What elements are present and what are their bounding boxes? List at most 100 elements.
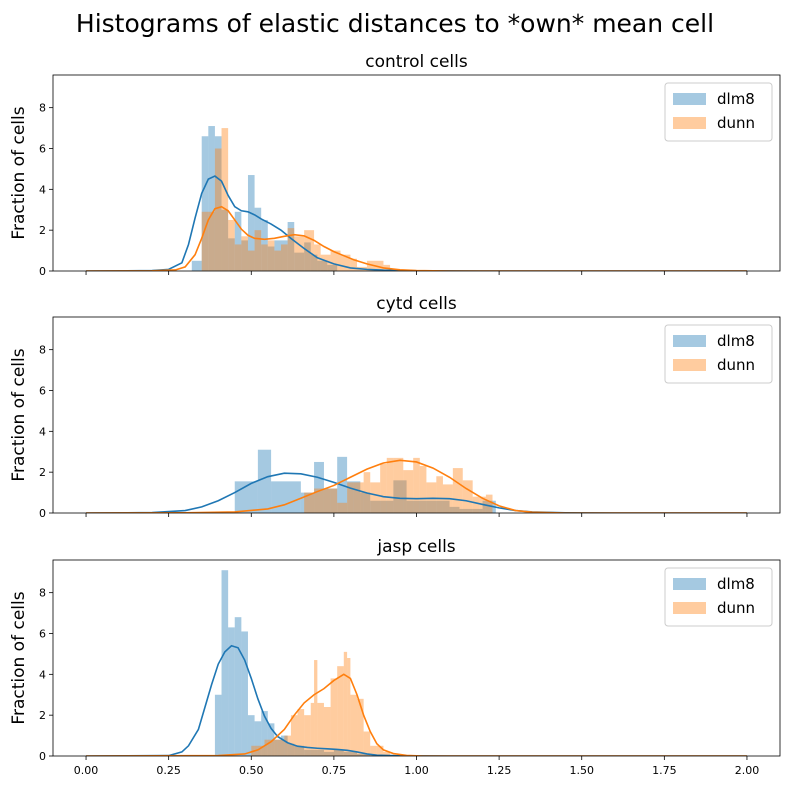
legend-swatch-dlm8 <box>673 578 706 590</box>
histogram-bar-dlm8 <box>406 500 427 513</box>
histogram-bar-dunn <box>247 250 255 271</box>
legend-box <box>664 82 773 142</box>
x-tick-label: 0.00 <box>74 764 99 777</box>
legend-swatch-dlm8 <box>673 335 706 347</box>
histogram-bar-dunn <box>314 488 324 513</box>
histogram-bar-dunn <box>271 739 278 756</box>
histogram-bar-dunn <box>419 466 427 513</box>
histogram-bar-dlm8 <box>314 749 324 756</box>
histogram-bar-dlm8 <box>234 617 242 756</box>
histogram-bar-dunn <box>257 745 265 756</box>
y-axis-label: Fraction of cells <box>9 591 29 724</box>
histogram-bar-dlm8 <box>314 461 324 513</box>
histogram-bar-dunn <box>281 244 288 271</box>
histogram-dlm8 <box>214 570 371 756</box>
x-tick-label: 1.00 <box>404 764 429 777</box>
histogram-bar-dunn <box>254 230 262 271</box>
histogram-bar-dunn <box>353 482 364 513</box>
y-axis-label: Fraction of cells <box>9 106 29 239</box>
histogram-bar-dlm8 <box>449 506 460 513</box>
histogram-bar-dlm8 <box>228 627 235 756</box>
histogram-bar-dunn <box>221 128 229 271</box>
histogram-bar-dlm8 <box>267 246 275 271</box>
histogram-bar-dlm8 <box>294 745 305 756</box>
y-tick-label: 6 <box>39 628 46 641</box>
y-tick-label: 6 <box>39 143 46 156</box>
histogram-bar-dlm8 <box>357 753 371 756</box>
histogram-bar-dlm8 <box>267 723 275 756</box>
y-tick-label: 0 <box>39 265 46 278</box>
histogram-bar-dunn <box>294 236 305 271</box>
histogram-bar-dunn <box>320 254 331 271</box>
subplot-2: jasp cells Fraction of cells 0 2 4 6 8 0.00 0.25… <box>9 537 781 777</box>
histogram-bar-dunn <box>274 250 282 271</box>
histogram-bar-dunn <box>310 702 315 756</box>
histogram-bar-dunn <box>472 496 480 513</box>
histogram-bar-dunn <box>462 480 473 513</box>
histogram-bar-dunn <box>267 240 275 271</box>
plot-area <box>86 570 747 756</box>
kde-line-dlm8 <box>86 644 747 756</box>
histogram-bar-dunn <box>386 457 394 513</box>
histogram-bar-dunn <box>261 244 268 271</box>
histogram-bar-dunn <box>370 482 381 513</box>
histogram-bar-dunn <box>337 502 348 513</box>
y-tick-label: 2 <box>39 466 46 479</box>
histogram-bar-dunn <box>323 707 331 756</box>
histogram-bar-dlm8 <box>247 175 255 271</box>
histogram-bar-dunn <box>393 457 404 513</box>
x-tick-label: 0.50 <box>239 764 264 777</box>
histogram-bar-dunn <box>323 488 331 513</box>
y-tick-label: 0 <box>39 750 46 763</box>
y-tick-label: 2 <box>39 224 46 237</box>
histogram-bar-dunn <box>403 470 414 513</box>
legend-label-dunn: dunn <box>717 114 755 132</box>
legend: dlm8 dunn <box>664 324 773 384</box>
legend-swatch-dlm8 <box>673 93 706 105</box>
histogram-bar-dunn <box>452 468 463 513</box>
histogram-bar-dunn <box>357 698 364 756</box>
y-tick-label: 4 <box>39 668 46 681</box>
histogram-bar-dunn <box>201 211 209 271</box>
figure-title: Histograms of elastic distances to *own*… <box>76 9 714 38</box>
y-tick-label: 0 <box>39 507 46 520</box>
histogram-dunn <box>251 651 391 756</box>
histogram-bar-dlm8 <box>281 735 288 756</box>
histogram-bar-dlm8 <box>254 721 262 756</box>
legend-box <box>664 567 773 627</box>
histogram-bar-dlm8 <box>360 492 371 513</box>
histogram-bar-dunn <box>350 258 358 271</box>
histogram-bar-dunn <box>314 660 318 756</box>
y-tick-label: 4 <box>39 425 46 438</box>
histogram-bar-dlm8 <box>393 480 407 513</box>
histogram-bar-dlm8 <box>257 449 272 513</box>
histogram-bar-dunn <box>380 464 387 513</box>
histogram-bar-dunn <box>413 457 420 513</box>
kde-line-dunn <box>86 459 747 513</box>
histogram-bar-dunn <box>350 694 358 756</box>
histogram-bar-dunn <box>234 244 242 271</box>
subplot-1: cytd cells Fraction of cells 0 2 4 6 8 dlm8 dunn <box>9 294 781 520</box>
x-tick-label: 0.25 <box>156 764 181 777</box>
histogram-bar-dlm8 <box>482 500 496 513</box>
histogram-bar-dlm8 <box>281 481 301 513</box>
histogram-bar-dunn <box>297 709 305 756</box>
histogram-bar-dlm8 <box>343 751 358 756</box>
histogram-bar-dunn <box>343 651 348 756</box>
histogram-bar-dlm8 <box>261 219 268 271</box>
histogram-bar-dunn <box>340 254 351 271</box>
legend-swatch-dunn <box>673 359 706 371</box>
y-tick-label: 6 <box>39 385 46 398</box>
x-tick-label: 1.50 <box>569 764 594 777</box>
histogram-bar-dunn <box>370 745 377 756</box>
x-tick-label: 0.75 <box>322 764 347 777</box>
y-tick-label: 8 <box>39 102 46 115</box>
histogram-bar-dunn <box>317 702 324 756</box>
histogram-bar-dunn <box>366 260 374 271</box>
legend-box <box>664 324 773 384</box>
histogram-bar-dlm8 <box>323 488 338 513</box>
histogram-bar-dlm8 <box>310 254 318 271</box>
histogram-bar-dunn <box>330 488 338 513</box>
histogram-bar-dunn <box>208 211 215 271</box>
